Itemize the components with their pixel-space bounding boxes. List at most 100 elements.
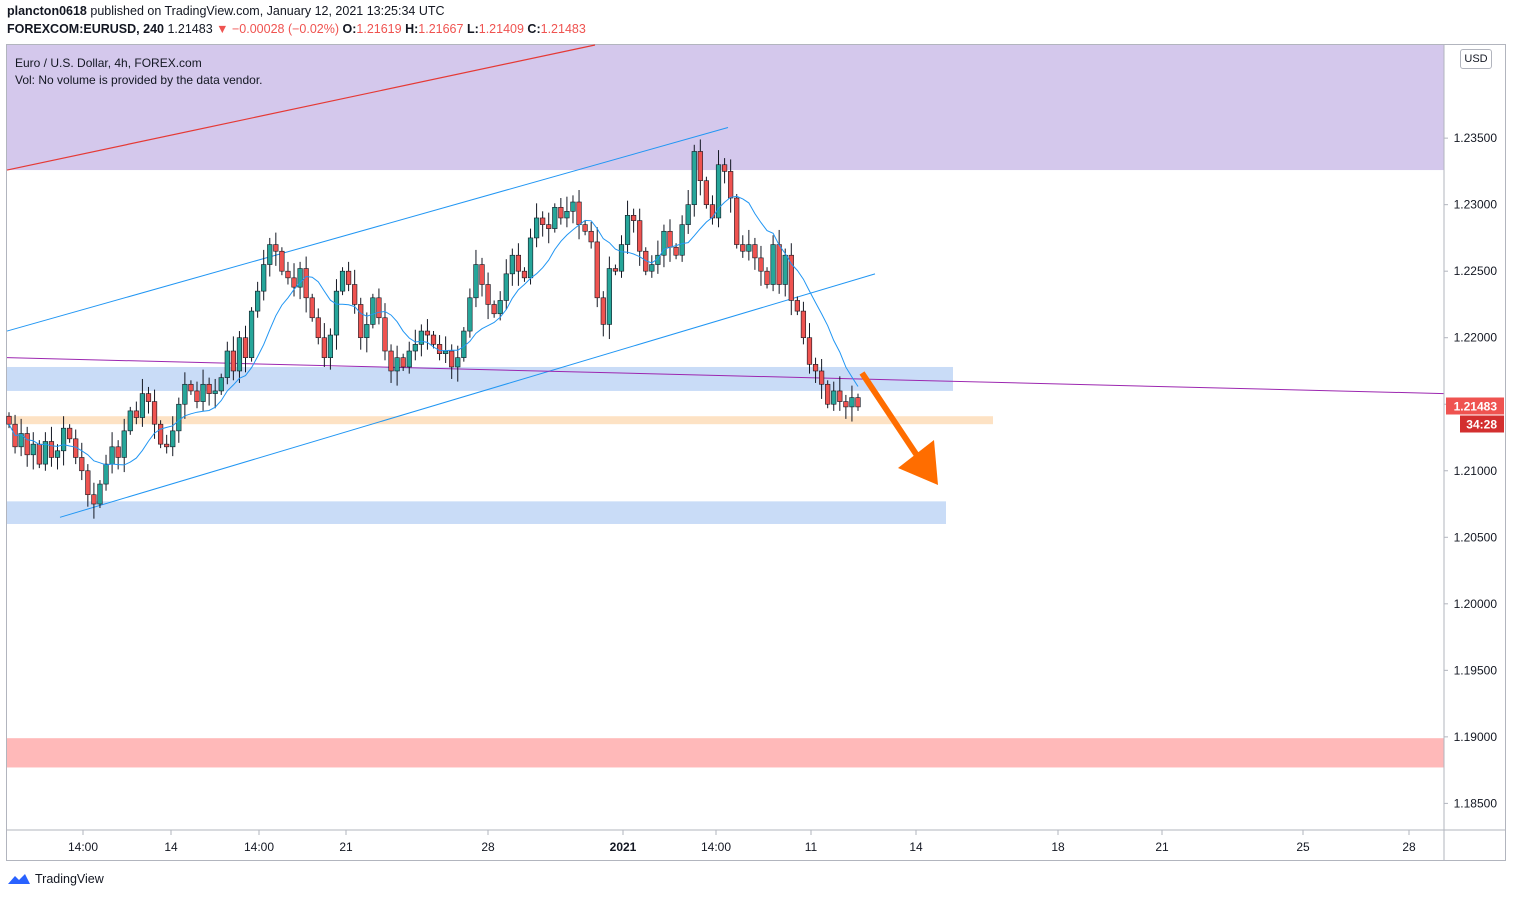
- candle-up: [364, 324, 370, 339]
- purple-trendline: [6, 357, 1445, 395]
- price-change: ▼ −0.00028 (−0.02%): [216, 22, 340, 36]
- candle-down: [546, 224, 552, 229]
- last-price-label: 1.21483: [1454, 399, 1498, 413]
- candle-down: [673, 246, 679, 256]
- candle-down: [479, 264, 485, 285]
- candle-down: [158, 423, 164, 445]
- candle-down: [721, 164, 728, 172]
- candle-up: [176, 403, 182, 432]
- candle-up: [412, 344, 418, 352]
- candle-down: [600, 297, 606, 325]
- price-tick-label: 1.22500: [1454, 264, 1498, 278]
- candle-up: [570, 201, 576, 212]
- candle-up: [606, 268, 612, 325]
- channel-upper-line: [6, 127, 729, 332]
- candle-up: [224, 350, 230, 378]
- candle-down: [740, 244, 746, 252]
- candle-up: [109, 446, 115, 465]
- candles: [6, 139, 861, 519]
- time-tick-label: 21: [1155, 840, 1169, 854]
- author-name[interactable]: plancton0618: [7, 4, 87, 18]
- candle-up: [212, 390, 218, 394]
- open-value: 1.21619: [356, 22, 402, 36]
- candle-up: [503, 273, 509, 301]
- candle-up: [455, 357, 461, 368]
- candle-down: [612, 268, 619, 272]
- candle-down: [85, 470, 91, 496]
- legend-series-title: Euro / U.S. Dollar, 4h, FOREX.com: [15, 56, 202, 70]
- candle-up: [509, 254, 515, 275]
- candle-down: [703, 180, 709, 205]
- candle-up: [461, 330, 467, 358]
- candle-up: [97, 483, 103, 505]
- candle-down: [24, 433, 30, 456]
- candle-up: [715, 164, 722, 219]
- support-zone-upper: [7, 366, 953, 391]
- candle-down: [48, 441, 55, 458]
- currency-button[interactable]: USD: [1460, 49, 1492, 69]
- symbol-ohlc-bar: FOREXCOM:EURUSD, 240 1.21483 ▼ −0.00028 …: [7, 22, 586, 36]
- candle-up: [103, 463, 109, 485]
- candle-down: [837, 390, 843, 402]
- series-legend: Euro / U.S. Dollar, 4h, FOREX.com Vol: N…: [15, 55, 262, 89]
- pink-zone: [7, 738, 1444, 768]
- time-tick-label: 14:00: [701, 840, 731, 854]
- support-zone-lower: [7, 501, 946, 524]
- candle-down: [188, 383, 194, 392]
- channel-lower-line: [59, 273, 876, 518]
- countdown-marker: [1460, 415, 1504, 433]
- candle-up: [473, 264, 479, 299]
- time-tick-label: 2021: [610, 840, 637, 854]
- candle-up: [333, 290, 340, 336]
- candle-down: [631, 215, 637, 221]
- candle-down: [230, 350, 236, 372]
- candle-down: [309, 297, 315, 319]
- candle-down: [194, 390, 200, 402]
- candle-up: [54, 450, 61, 458]
- candle-down: [812, 364, 819, 372]
- candle-down: [206, 383, 212, 394]
- candle-down: [594, 241, 600, 299]
- candle-down: [734, 197, 740, 245]
- candle-down: [667, 230, 673, 248]
- candle-up: [527, 237, 534, 279]
- candle-down: [358, 304, 364, 339]
- low-value: 1.21409: [478, 22, 524, 36]
- arrow-shaft: [859, 371, 923, 462]
- chart-frame[interactable]: [6, 44, 1506, 861]
- candle-up: [18, 433, 24, 448]
- candle-down: [491, 304, 497, 315]
- price-tick-label: 1.18500: [1454, 796, 1498, 810]
- moving-average-line: [8, 195, 859, 466]
- candle-up: [60, 427, 67, 452]
- candle-down: [6, 415, 12, 425]
- candle-up: [255, 290, 261, 312]
- candle-down: [145, 393, 152, 402]
- candle-down: [819, 370, 825, 385]
- candle-down: [273, 244, 279, 252]
- candle-down: [637, 220, 643, 252]
- price-tick-label: 1.23000: [1454, 198, 1498, 212]
- candle-up: [533, 217, 540, 239]
- candle-down: [382, 317, 388, 352]
- time-tick-label: 14: [909, 840, 923, 854]
- candle-up: [691, 151, 697, 205]
- candle-down: [485, 284, 491, 305]
- candle-down: [352, 284, 358, 305]
- candle-down: [291, 277, 297, 288]
- price-tick-label: 1.19000: [1454, 730, 1498, 744]
- candle-down: [825, 383, 831, 405]
- candle-down: [424, 330, 431, 336]
- price-tick-label: 1.23500: [1454, 131, 1498, 145]
- candle-down: [800, 310, 807, 339]
- legend-volume-note: Vol: No volume is provided by the data v…: [15, 73, 263, 87]
- publish-info: plancton0618 published on TradingView.co…: [7, 4, 445, 18]
- candle-down: [764, 270, 770, 285]
- last-price-marker: [1446, 397, 1504, 415]
- candle-up: [127, 410, 133, 432]
- candle-up: [182, 383, 188, 405]
- tradingview-logo-icon: [8, 874, 30, 884]
- footer-brand[interactable]: TradingView: [7, 872, 104, 886]
- low-label: L:: [466, 22, 479, 36]
